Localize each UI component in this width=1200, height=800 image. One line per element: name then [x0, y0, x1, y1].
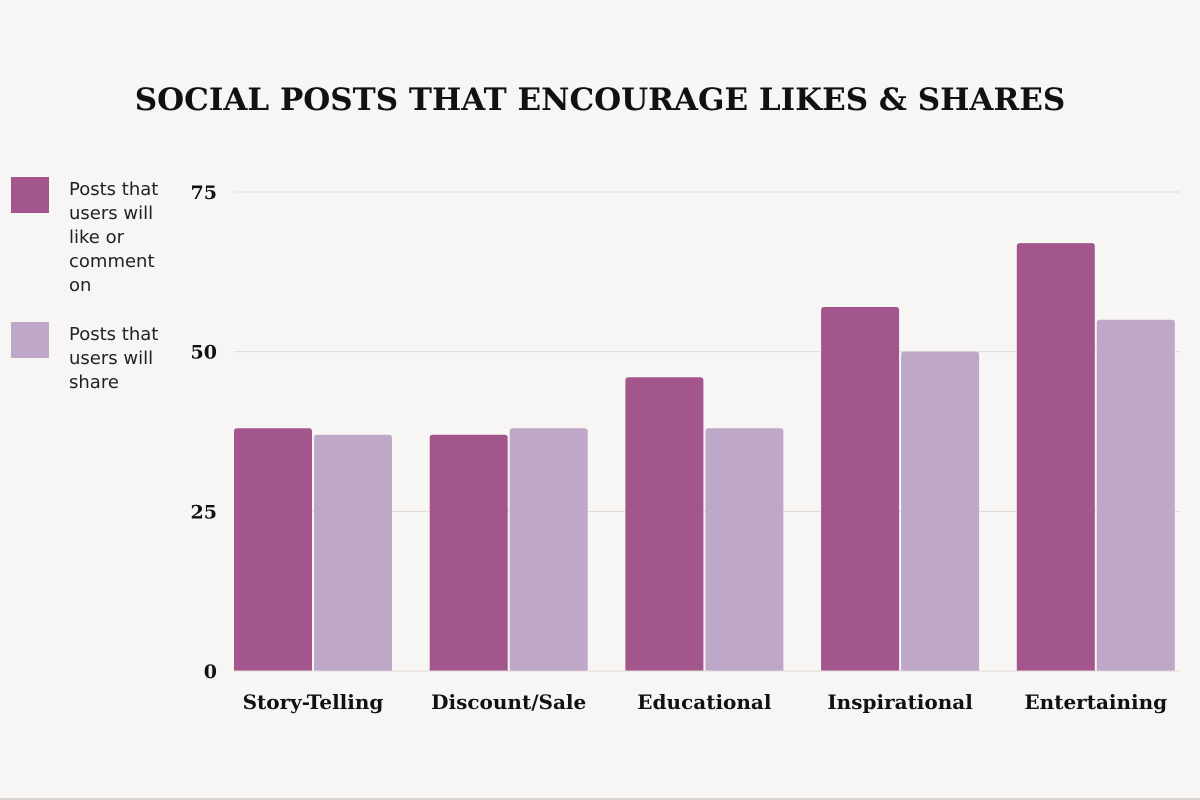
legend-label-likes: Posts that users will like or comment on — [69, 179, 159, 296]
bar-likes-story-telling — [234, 428, 312, 671]
bar-likes-entertaining — [1016, 243, 1095, 672]
y-tick-label: 50 — [191, 342, 217, 364]
bar-shares-educational — [705, 428, 784, 671]
x-category-label: Entertaining — [1024, 690, 1167, 714]
legend-item-shares: Posts that users will share — [11, 322, 181, 395]
bar-likes-educational — [625, 377, 704, 671]
bar-shares-discount-sale — [509, 428, 588, 671]
bar-shares-inspirational — [901, 351, 980, 671]
chart-legend: Posts that users will like or comment on… — [11, 177, 181, 419]
bar-shares-story-telling — [314, 434, 392, 671]
bar-likes-discount-sale — [429, 434, 508, 671]
y-tick-label: 25 — [191, 501, 217, 523]
chart-title: SOCIAL POSTS THAT ENCOURAGE LIKES & SHAR… — [134, 82, 1066, 118]
legend-label-shares: Posts that users will share — [69, 324, 159, 393]
bottom-divider — [0, 798, 1200, 800]
y-tick-label: 0 — [204, 661, 217, 683]
y-tick-label: 75 — [191, 182, 217, 204]
legend-swatch-likes — [11, 177, 49, 213]
bar-shares-entertaining — [1096, 319, 1175, 671]
x-category-label: Educational — [637, 690, 772, 714]
x-category-label: Discount/Sale — [431, 690, 586, 714]
x-category-label: Inspirational — [827, 690, 973, 714]
legend-swatch-shares — [11, 322, 49, 358]
bar-likes-inspirational — [821, 306, 900, 671]
x-category-label: Story-Telling — [243, 690, 384, 714]
legend-item-likes: Posts that users will like or comment on — [11, 177, 181, 298]
